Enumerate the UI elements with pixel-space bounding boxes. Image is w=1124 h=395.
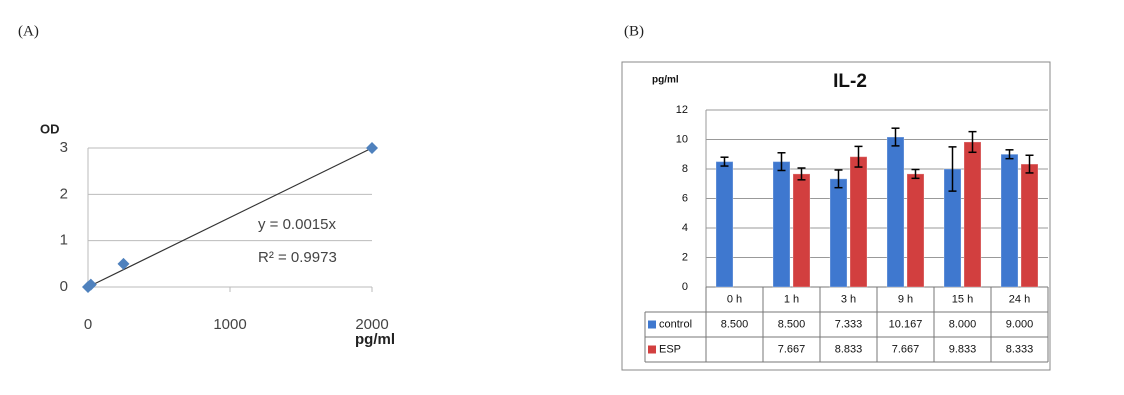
y-axis-label: pg/ml [652,75,679,86]
x-axis-label: pg/ml [355,331,395,348]
data-point [117,257,130,270]
x-tick-label: 24 h [1009,293,1030,305]
panel-frame [621,61,1051,371]
data-label: 9.000 [1006,318,1034,330]
data-label: 8.333 [1006,343,1034,355]
y-tick-label: 2 [682,251,688,263]
y-axis-label: OD [40,121,60,136]
data-label: 8.000 [949,318,977,330]
x-tick-label: 9 h [898,293,913,305]
data-label: 10.167 [889,318,923,330]
bar [715,161,734,288]
legend-swatch [648,320,656,329]
annotation: y = 0.0015x [258,216,336,233]
chart-title: IL-2 [833,71,867,92]
y-tick-label: 12 [676,104,688,116]
x-tick-label: 3 h [841,293,856,305]
y-tick-label: 4 [682,222,688,234]
bar [886,136,905,288]
x-tick-label: 1 h [784,293,799,305]
bar [792,173,811,288]
y-tick-label: 3 [60,139,68,156]
y-tick-label: 1 [60,232,68,249]
y-tick-label: 10 [676,133,688,145]
trendline [87,147,373,288]
bar [963,141,982,288]
legend-label: control [659,318,692,330]
legend-label: ESP [659,343,681,355]
data-label: 8.500 [721,318,749,330]
data-point [84,278,97,291]
bar [906,173,925,288]
legend-swatch [648,345,656,354]
panel-label: (B) [624,23,644,39]
x-tick-label: 1000 [213,316,246,333]
annotation: R² = 0.9973 [258,249,337,266]
data-label: 8.833 [835,343,863,355]
data-label: 9.833 [949,343,977,355]
data-label: 7.667 [892,343,920,355]
x-tick-label: 0 h [727,293,742,305]
y-tick-label: 2 [60,185,68,202]
data-label: 8.500 [778,318,806,330]
data-label: 7.333 [835,318,863,330]
bar [829,178,848,288]
y-tick-label: 6 [682,192,688,204]
data-point [366,142,378,154]
bar [849,156,868,288]
x-tick-label: 2000 [355,316,388,333]
y-tick-label: 8 [682,163,688,175]
bar [772,161,791,288]
panel-label: (A) [18,23,39,39]
y-tick-label: 0 [60,278,68,295]
x-tick-label: 15 h [952,293,973,305]
data-label: 7.667 [778,343,806,355]
bar [1020,163,1039,288]
bar [1000,153,1019,288]
x-tick-label: 0 [84,316,92,333]
y-tick-label: 0 [682,281,688,293]
